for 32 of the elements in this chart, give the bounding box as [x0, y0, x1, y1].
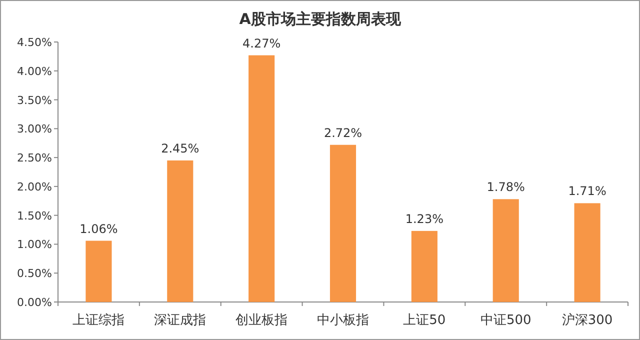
x-tick-label: 上证综指	[72, 313, 125, 328]
y-tick-label: 2.50%	[17, 152, 52, 165]
data-label: 4.27%	[242, 36, 281, 50]
data-label: 1.23%	[405, 212, 444, 226]
data-label: 2.45%	[161, 141, 200, 156]
data-label: 2.72%	[324, 126, 362, 140]
data-label: 1.71%	[568, 184, 606, 198]
chart-title: A股市场主要指数周表现	[239, 10, 402, 28]
y-tick-label: 3.50%	[17, 94, 52, 107]
y-tick-label: 0.00%	[17, 296, 52, 309]
y-tick-label: 1.00%	[17, 238, 52, 252]
bar	[330, 144, 356, 302]
x-tick-label: 沪深300	[562, 312, 613, 328]
data-label: 1.78%	[486, 180, 525, 194]
bar	[492, 199, 519, 302]
x-tick-label: 创业板指	[236, 313, 288, 328]
bar	[411, 230, 438, 302]
bar	[248, 55, 275, 302]
bar	[167, 160, 194, 302]
bar	[86, 240, 112, 302]
y-tick-label: 0.50%	[17, 267, 52, 280]
y-tick-label: 3.00%	[17, 122, 52, 136]
bar	[574, 203, 600, 302]
y-tick-label: 4.50%	[17, 36, 52, 49]
x-tick-label: 中证500	[480, 313, 532, 328]
data-label: 1.06%	[80, 222, 118, 236]
y-tick-label: 4.00%	[17, 64, 52, 78]
x-tick-label: 上证50	[403, 313, 446, 328]
x-tick-label: 深证成指	[154, 313, 206, 328]
x-tick-label: 中小板指	[317, 313, 369, 328]
y-tick-label: 1.50%	[17, 209, 52, 222]
y-tick-label: 2.00%	[17, 180, 52, 194]
